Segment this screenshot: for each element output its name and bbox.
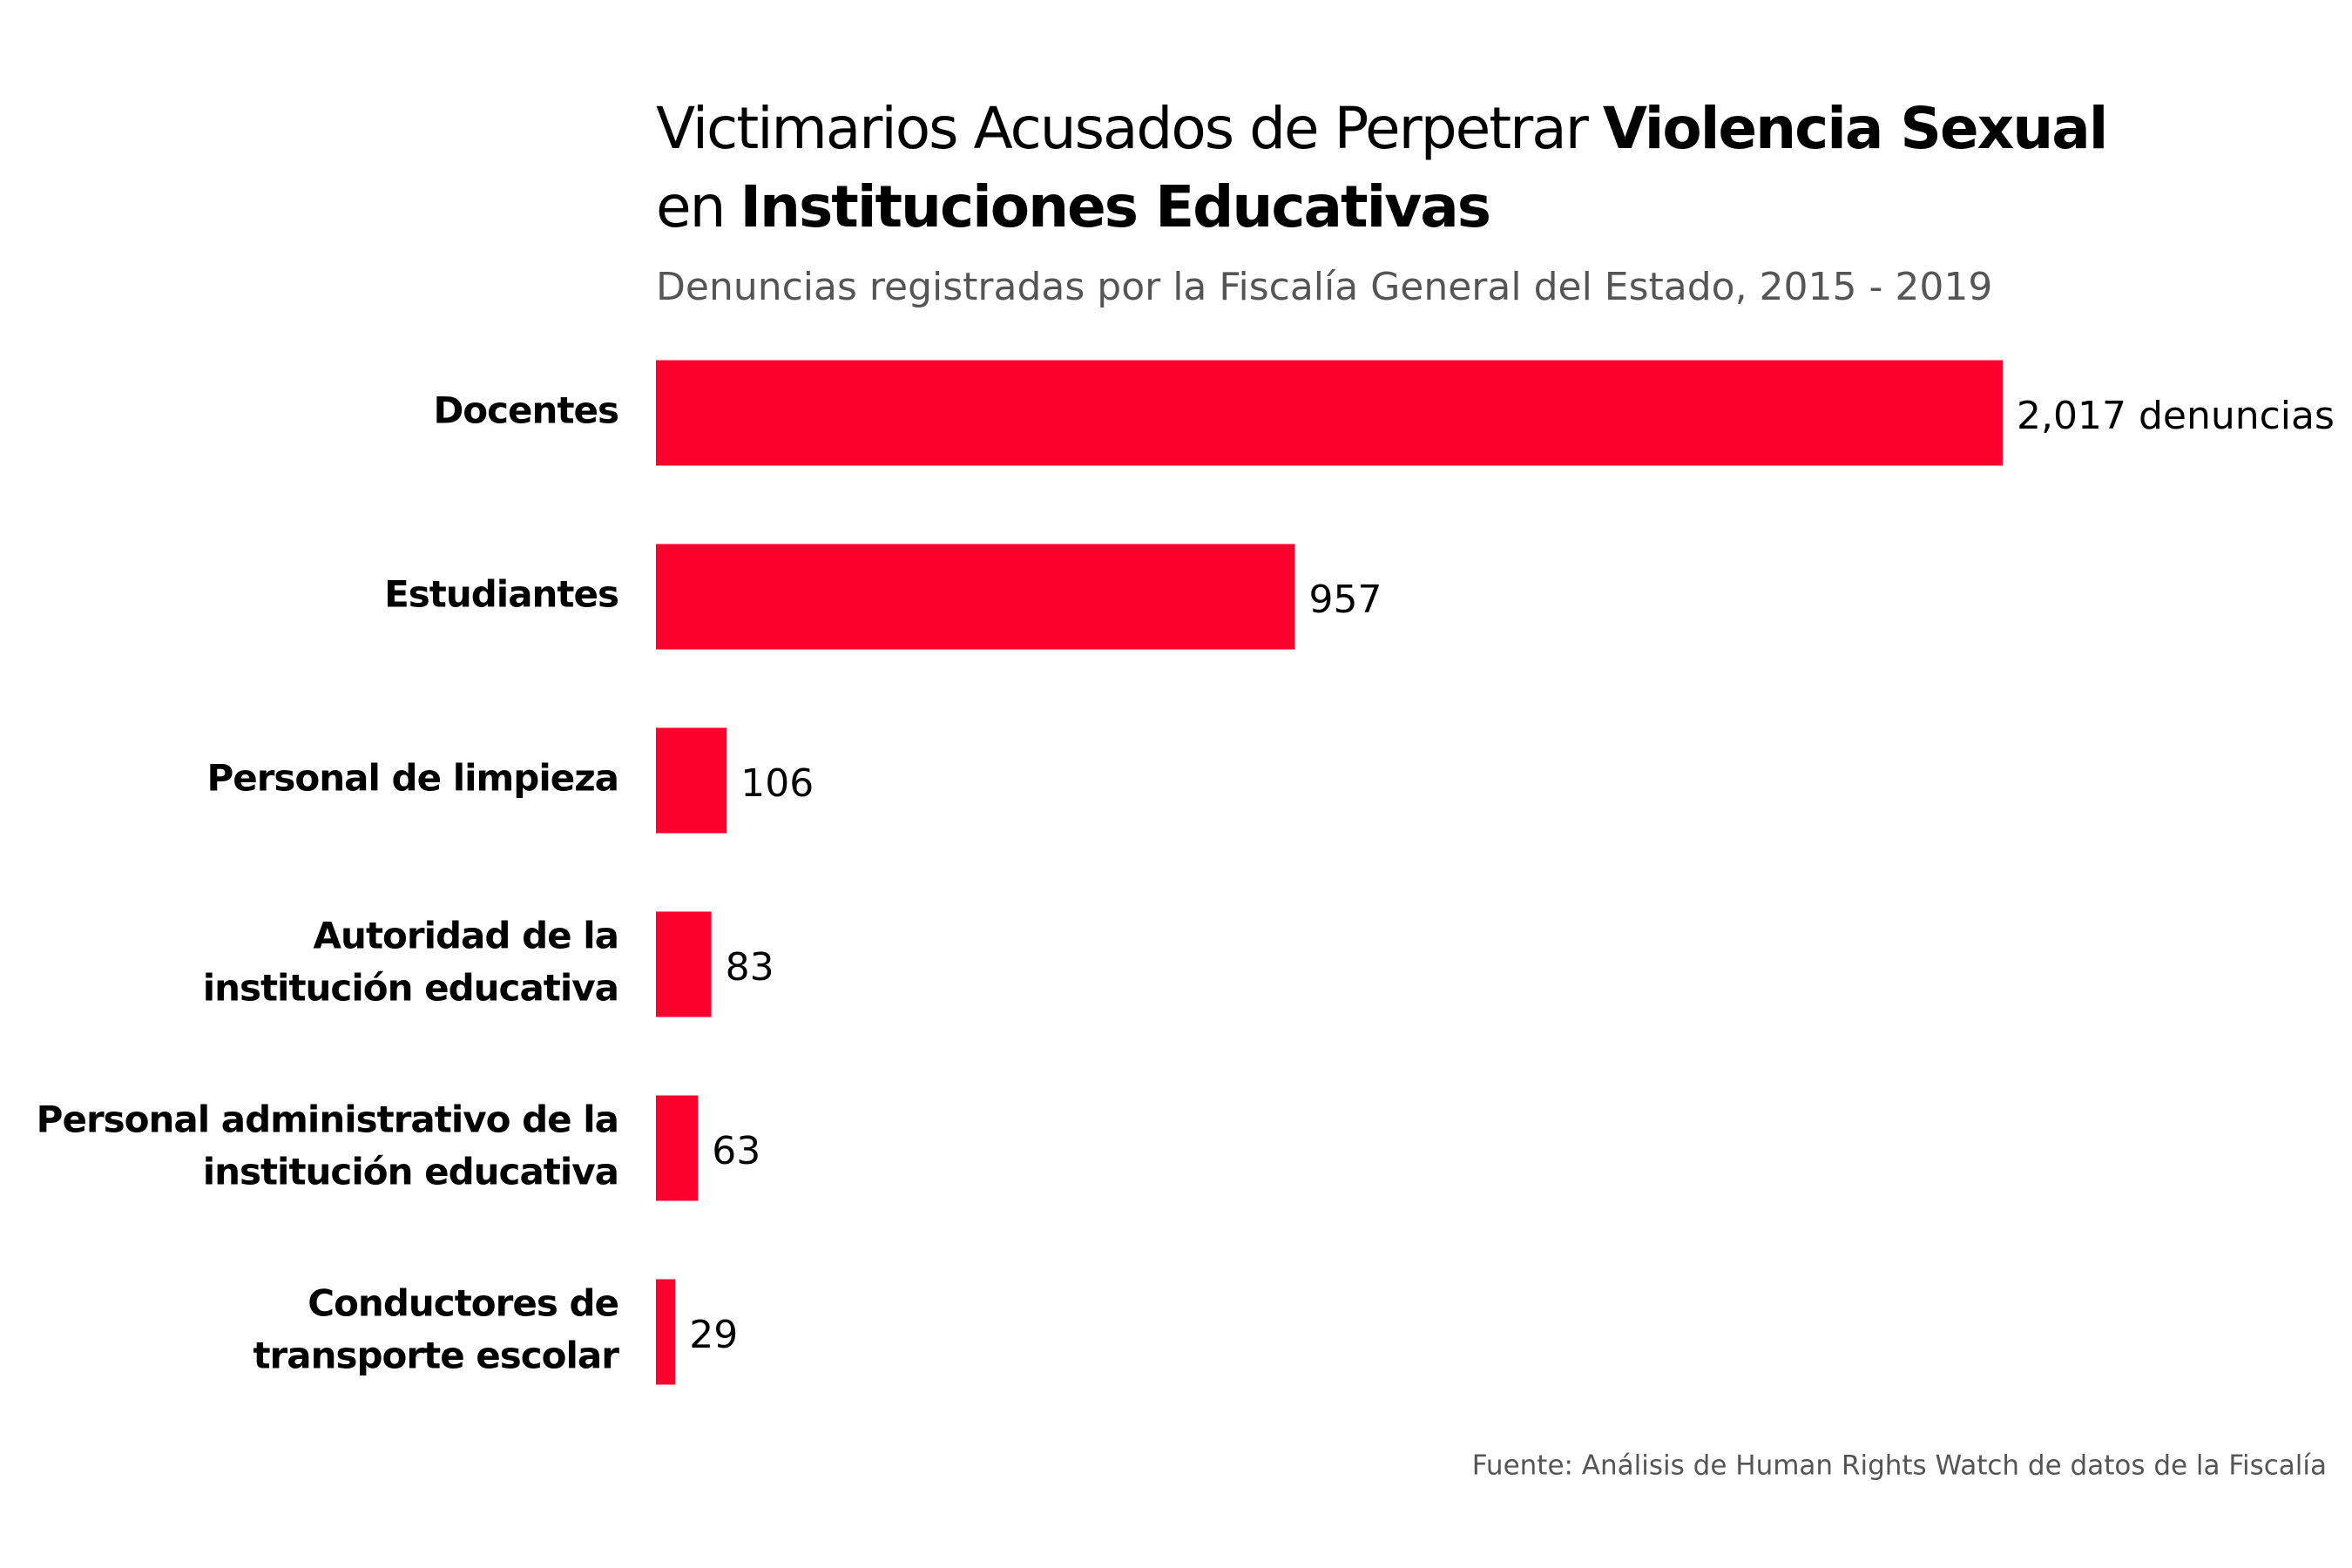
chart-title: Victimarios Acusados de Perpetrar Violenc… [656, 95, 2106, 240]
category-label: institución educativa [203, 967, 618, 1010]
value-label: 106 [740, 761, 814, 806]
title-part: Victimarios Acusados de Perpetrar [656, 95, 1590, 162]
bar [656, 544, 1295, 650]
category-label: transporte escolar [253, 1335, 619, 1377]
title-part: Instituciones Educativas [740, 173, 1490, 240]
bar [656, 1279, 676, 1385]
source-note: Fuente: Análisis de Human Rights Watch d… [1472, 1450, 2327, 1482]
value-label: 29 [689, 1313, 738, 1357]
chart-subtitle: Denuncias registradas por la Fiscalía Ge… [656, 265, 1992, 309]
category-label: Personal administrativo de la [37, 1098, 618, 1141]
value-label: 957 [1309, 578, 1382, 622]
bar [656, 360, 2003, 466]
category-label: institución educativa [203, 1151, 618, 1193]
title-part: Violencia Sexual [1603, 95, 2107, 162]
category-label: Conductores de [308, 1282, 618, 1325]
category-label: Estudiantes [384, 573, 618, 616]
category-label: Personal de limpieza [206, 757, 618, 800]
bar [656, 911, 712, 1017]
title-part: en [656, 173, 724, 240]
bar [656, 1095, 699, 1201]
bar [656, 727, 727, 834]
value-label: 2,017 denuncias [2017, 394, 2335, 438]
value-label: 63 [712, 1129, 760, 1173]
value-label: 83 [726, 945, 774, 990]
category-label: Autoridad de la [314, 915, 618, 957]
category-label: Docentes [433, 389, 618, 432]
